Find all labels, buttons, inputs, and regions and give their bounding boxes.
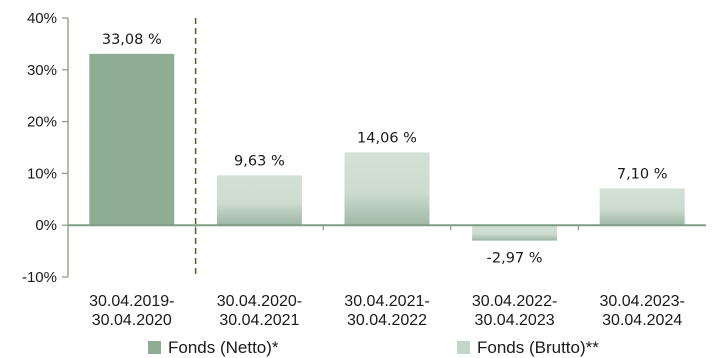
x-tick-label: 30.04.2020- xyxy=(217,293,302,310)
x-tick-label: 30.04.2020 xyxy=(92,312,172,329)
x-tick-label: 30.04.2022 xyxy=(347,312,427,329)
x-tick-label: 30.04.2022- xyxy=(472,293,557,310)
bar xyxy=(599,188,685,226)
data-label: -2,97 % xyxy=(487,251,543,267)
x-tick-label: 30.04.2021 xyxy=(219,312,299,329)
bar xyxy=(89,53,175,226)
x-tick-label: 30.04.2023- xyxy=(599,293,684,310)
data-label: 14,06 % xyxy=(357,130,417,146)
legend-swatch xyxy=(457,341,470,354)
y-tick-label: -10% xyxy=(22,269,57,286)
x-tick-label: 30.04.2019- xyxy=(89,293,174,310)
y-tick-label: 0% xyxy=(35,217,57,234)
data-labels: 33,08 % 9,63 % 14,06 % -2,97 % 7,10 % 30.04.2… xyxy=(89,32,685,329)
y-tick-label: 40% xyxy=(27,10,57,27)
x-tick-label: 30.04.2023 xyxy=(475,312,555,329)
x-tick-label: 30.04.2021- xyxy=(344,293,429,310)
bar xyxy=(216,175,302,226)
legend-swatch xyxy=(148,341,161,354)
legend-label: Fonds (Netto)* xyxy=(168,338,279,357)
legend-label: Fonds (Brutto)** xyxy=(477,338,599,357)
y-tick-label: 10% xyxy=(27,165,57,182)
axes: -10% 0% 10% 20% 30% 40% xyxy=(22,10,706,286)
bar xyxy=(472,225,558,241)
x-tick-label: 30.04.2024 xyxy=(602,312,682,329)
data-label: 7,10 % xyxy=(617,166,668,182)
y-tick-label: 30% xyxy=(27,62,57,79)
bars xyxy=(89,53,685,241)
bar xyxy=(344,152,430,226)
legend: Fonds (Netto)* Fonds (Brutto)** xyxy=(148,338,599,357)
y-tick-label: 20% xyxy=(27,114,57,131)
data-label: 9,63 % xyxy=(234,153,285,169)
data-label: 33,08 % xyxy=(102,32,162,48)
